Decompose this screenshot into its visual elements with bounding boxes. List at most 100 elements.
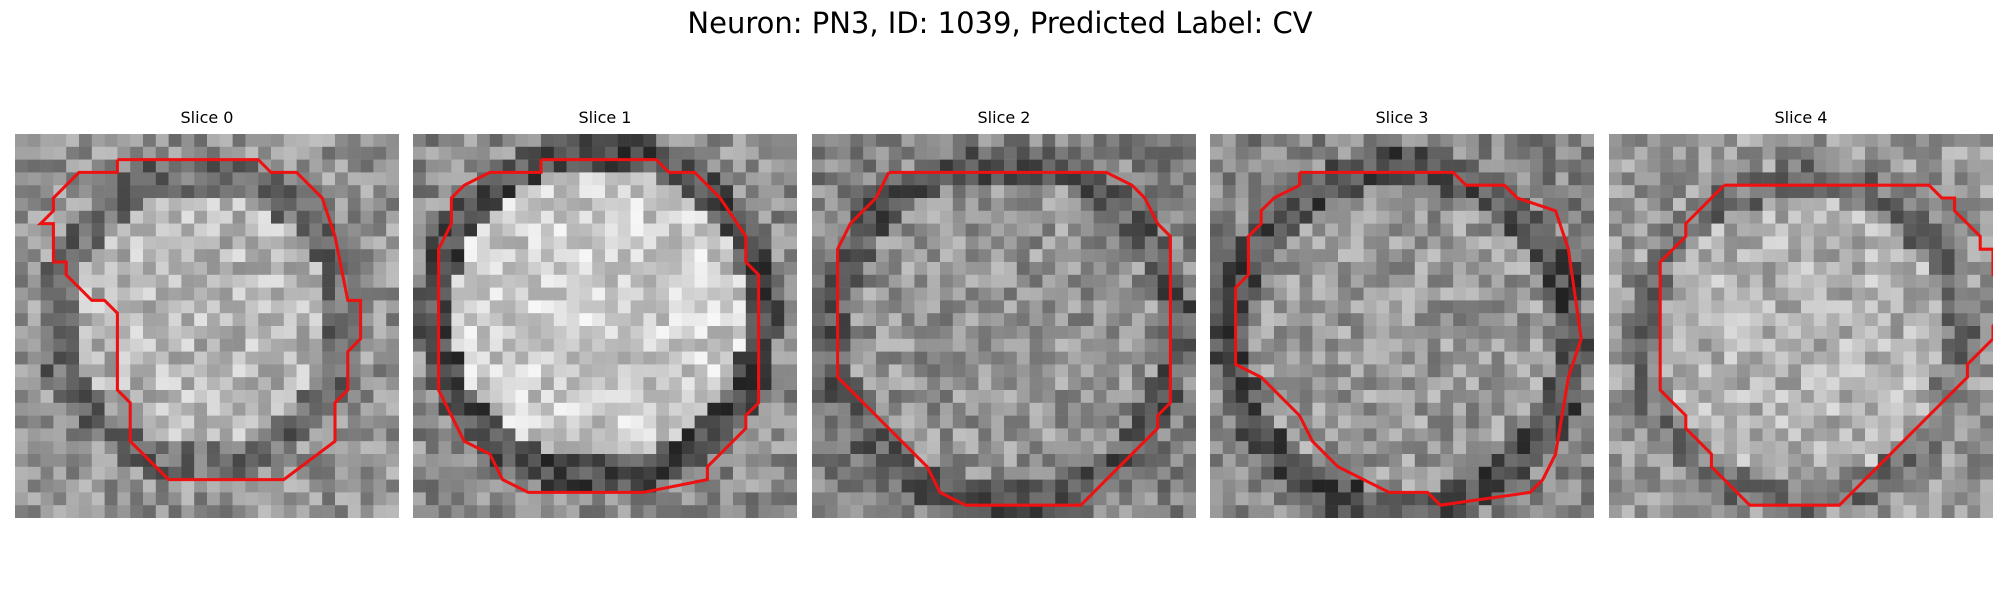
pixel: [1491, 441, 1505, 455]
pixel: [1210, 134, 1224, 148]
pixel: [1916, 466, 1930, 480]
pixel: [373, 441, 387, 455]
pixel: [1954, 390, 1968, 404]
pixel: [1170, 313, 1184, 327]
pixel: [335, 134, 349, 148]
pixel: [1210, 210, 1224, 224]
pixel: [720, 505, 734, 518]
pixel: [117, 441, 131, 455]
pixel: [1581, 236, 1594, 250]
pixel: [528, 236, 542, 250]
pixel: [489, 338, 503, 352]
pixel: [1376, 441, 1390, 455]
pixel: [1222, 377, 1236, 391]
pixel: [1119, 262, 1133, 276]
pixel: [1609, 428, 1623, 442]
pixel: [1286, 210, 1300, 224]
pixel: [245, 454, 259, 468]
pixel: [1427, 402, 1441, 416]
pixel: [1029, 300, 1043, 314]
pixel: [1042, 454, 1056, 468]
pixel: [553, 364, 567, 378]
pixel: [812, 505, 826, 518]
pixel: [901, 287, 915, 301]
pixel: [1261, 428, 1275, 442]
pixel: [1427, 390, 1441, 404]
pixel: [1286, 364, 1300, 378]
pixel: [1749, 146, 1763, 160]
pixel: [1801, 402, 1815, 416]
pixel: [771, 223, 785, 237]
pixel: [309, 146, 323, 160]
pixel: [707, 262, 721, 276]
pixel: [1801, 351, 1815, 365]
pixel: [1299, 300, 1313, 314]
pixel: [991, 172, 1005, 186]
pixel: [1801, 428, 1815, 442]
pixel: [965, 198, 979, 212]
pixel: [1542, 172, 1556, 186]
pixel: [1647, 492, 1661, 506]
pixel: [347, 390, 361, 404]
pixel: [771, 198, 785, 212]
pixel: [566, 505, 580, 518]
pixel: [940, 159, 954, 173]
pixel: [1132, 223, 1146, 237]
pixel: [1621, 428, 1635, 442]
pixel: [515, 338, 529, 352]
pixel: [1157, 146, 1171, 160]
pixel: [1016, 134, 1030, 148]
pixel: [258, 262, 272, 276]
pixel: [824, 377, 838, 391]
pixel: [1788, 300, 1802, 314]
pixel: [181, 134, 195, 148]
pixel: [40, 185, 54, 199]
pixel: [541, 479, 555, 493]
pixel: [1634, 313, 1648, 327]
pixel: [850, 134, 864, 148]
pixel: [1581, 313, 1594, 327]
pixel: [707, 505, 721, 518]
pixel: [1440, 146, 1454, 160]
pixel: [1941, 428, 1955, 442]
pixel: [1093, 159, 1107, 173]
pixel: [1788, 492, 1802, 506]
pixel: [784, 377, 797, 391]
pixel: [464, 210, 478, 224]
pixel: [1609, 351, 1623, 365]
pixel: [707, 236, 721, 250]
pixel: [1478, 402, 1492, 416]
pixel: [1929, 146, 1943, 160]
pixel: [1106, 236, 1120, 250]
pixel: [707, 428, 721, 442]
pixel: [914, 313, 928, 327]
pixel: [15, 223, 29, 237]
pixel: [1183, 172, 1196, 186]
pixel: [1312, 338, 1326, 352]
pixel: [413, 441, 427, 455]
pixel: [438, 287, 452, 301]
pixel: [1235, 351, 1249, 365]
pixel: [219, 159, 233, 173]
pixel: [1350, 390, 1364, 404]
pixel: [464, 185, 478, 199]
pixel: [1248, 185, 1262, 199]
pixel: [1775, 262, 1789, 276]
pixel: [464, 300, 478, 314]
pixel: [1286, 415, 1300, 429]
pixel: [1402, 402, 1416, 416]
pixel: [1775, 198, 1789, 212]
pixel: [1157, 198, 1171, 212]
pixel: [79, 185, 93, 199]
pixel: [927, 454, 941, 468]
pixel: [733, 172, 747, 186]
pixel: [1877, 249, 1891, 263]
pixel: [53, 364, 67, 378]
pixel: [27, 287, 41, 301]
pixel: [117, 146, 131, 160]
pixel: [1299, 274, 1313, 288]
pixel: [1504, 402, 1518, 416]
pixel: [1235, 402, 1249, 416]
pixel: [1941, 249, 1955, 263]
pixel: [1312, 172, 1326, 186]
